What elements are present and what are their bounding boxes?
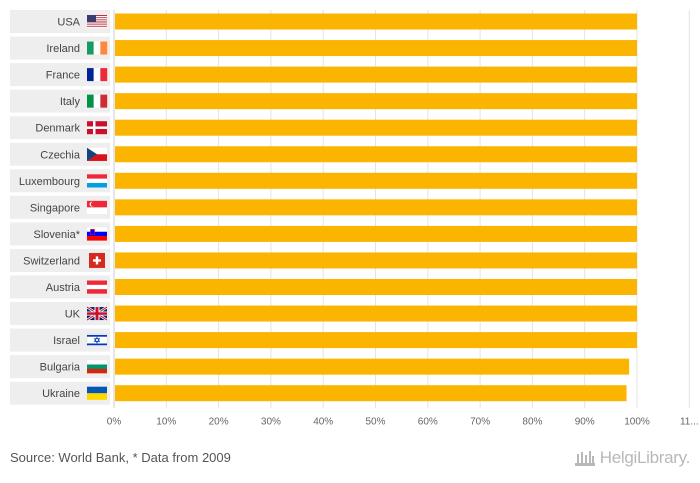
x-tick-label: 20% [209, 416, 229, 427]
category-label: Ireland [46, 43, 80, 55]
x-tick-label: 60% [418, 416, 438, 427]
brand-logo[interactable]: HelgiLibrary. [574, 448, 690, 468]
bar [115, 146, 637, 163]
x-tick-label: 90% [575, 416, 595, 427]
category-label-bg [10, 142, 110, 166]
category-label: Singapore [30, 202, 80, 214]
bar [115, 119, 637, 136]
category-label-bg [10, 195, 110, 219]
flag-uk-icon [86, 305, 108, 322]
bar [115, 40, 637, 57]
bar [115, 13, 637, 30]
bar [115, 279, 637, 295]
category-label-bg [10, 381, 110, 405]
flag-it-icon [87, 94, 108, 108]
category-label: France [46, 70, 80, 82]
bar [115, 385, 627, 402]
bar [115, 66, 637, 83]
category-label: UK [65, 309, 81, 321]
category-label: Ukraine [42, 388, 80, 400]
x-tick-label: 11... [680, 416, 699, 427]
flag-si-icon [87, 227, 107, 241]
flag-sg-icon [87, 200, 107, 215]
flag-lu-icon [87, 174, 107, 188]
flag-ch-icon [89, 252, 105, 268]
x-tick-label: 80% [522, 416, 542, 427]
category-label: Denmark [35, 123, 80, 135]
category-label-bg [10, 10, 110, 33]
category-label: Switzerland [23, 255, 80, 267]
category-label: Slovenia* [34, 229, 81, 241]
source-note: Source: World Bank, * Data from 2009 [10, 450, 231, 465]
bar [115, 252, 637, 269]
category-label: Czechia [40, 149, 81, 161]
x-tick-label: 40% [313, 416, 333, 427]
flag-dk-icon [87, 121, 107, 135]
library-icon [574, 451, 595, 466]
bar-chart: USA Ireland France Italy Denmark Czechia Luxem… [10, 10, 699, 427]
category-label-bg [10, 302, 110, 326]
flag-bg-icon [87, 360, 107, 374]
category-label-bg [10, 116, 110, 140]
x-tick-label: 10% [156, 416, 176, 427]
flag-at-icon [87, 280, 107, 294]
x-tick-label: 70% [470, 416, 490, 427]
category-label-bg [10, 275, 110, 299]
flag-cz-icon [87, 147, 107, 161]
category-label-bg [10, 328, 110, 352]
category-label: Austria [46, 282, 81, 294]
flag-us-icon [87, 15, 107, 29]
flag-il-icon [86, 333, 108, 347]
flag-ua-icon [87, 386, 107, 400]
category-label-bg [10, 355, 110, 379]
category-label-bg [10, 169, 110, 193]
x-tick-label: 50% [365, 416, 385, 427]
category-label-bg [10, 36, 110, 60]
x-tick-label: 0% [107, 416, 122, 427]
category-label: Israel [53, 335, 80, 347]
bar [115, 305, 637, 322]
bar [115, 93, 637, 110]
bar [115, 358, 630, 375]
brand-name: HelgiLibrary. [599, 448, 691, 467]
bar [115, 199, 637, 216]
bar [115, 332, 637, 349]
bar [115, 172, 637, 189]
category-label-bg [10, 248, 110, 272]
category-label: Italy [60, 96, 81, 108]
flag-fr-icon [87, 68, 108, 82]
category-label-bg [10, 222, 110, 246]
category-label: Bulgaria [40, 362, 81, 374]
x-tick-label: 100% [624, 416, 650, 427]
category-label: Luxembourg [19, 176, 80, 188]
x-tick-label: 30% [261, 416, 281, 427]
bar [115, 225, 637, 242]
category-label-bg [10, 89, 110, 113]
flag-ie-icon [87, 41, 108, 55]
category-label-bg [10, 63, 110, 87]
category-label: USA [57, 17, 80, 29]
